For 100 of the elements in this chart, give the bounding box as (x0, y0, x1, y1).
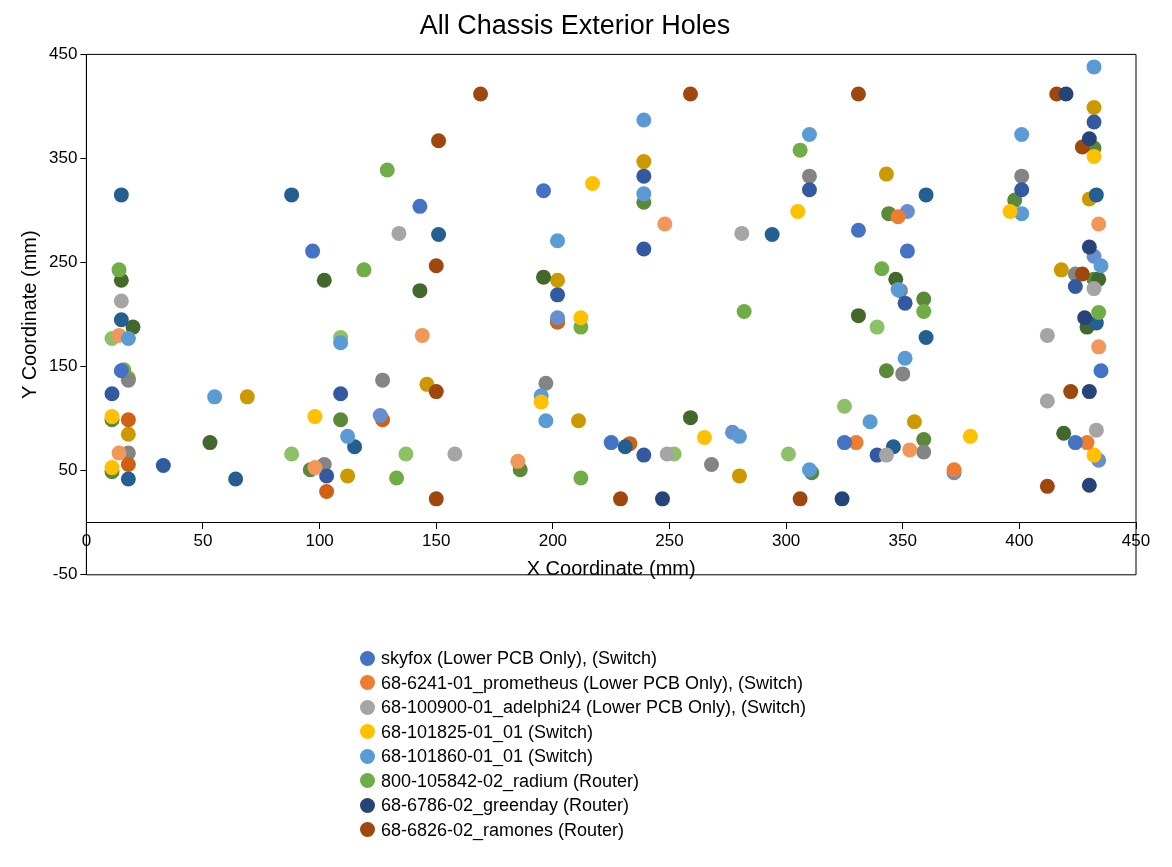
x-tick-label: 400 (1005, 530, 1034, 550)
y-axis-title: Y Coordinate (mm) (17, 230, 40, 399)
point (1086, 99, 1102, 115)
point (372, 408, 388, 424)
point (862, 414, 878, 430)
point (319, 484, 335, 500)
point (316, 272, 332, 288)
point (731, 428, 747, 444)
point (333, 335, 349, 351)
point (613, 491, 629, 507)
point (703, 456, 719, 472)
point (412, 198, 428, 214)
x-tick-label: 250 (655, 530, 684, 550)
point (333, 386, 349, 402)
point (120, 456, 136, 472)
x-tick-label: 200 (538, 530, 568, 550)
point (764, 226, 780, 242)
point (536, 183, 552, 199)
point (850, 222, 866, 238)
y-tick-label: 250 (48, 252, 78, 272)
x-tick-label: 450 (1121, 530, 1151, 550)
point (636, 168, 652, 184)
point (356, 262, 372, 278)
x-axis-title: X Coordinate (mm) (526, 556, 696, 579)
point (1067, 279, 1083, 294)
point (573, 470, 589, 486)
y-tick-label: -50 (52, 564, 78, 584)
point (696, 429, 712, 445)
point (1093, 258, 1109, 274)
point (1014, 127, 1030, 143)
legend-label: 68-101825-01_01 (Switch) (380, 720, 594, 744)
point (428, 384, 444, 400)
point (428, 258, 444, 274)
point (379, 162, 395, 178)
point (878, 363, 894, 379)
point (412, 283, 428, 299)
point (850, 86, 866, 102)
point (333, 412, 349, 428)
point (550, 287, 566, 303)
point (636, 241, 652, 257)
point (155, 458, 171, 474)
legend-label: 68-6786-02_greenday (Router) (380, 794, 630, 818)
point (1086, 447, 1102, 463)
point (284, 187, 300, 203)
point (916, 444, 932, 460)
point (1093, 363, 1109, 379)
point (906, 414, 922, 430)
point (120, 471, 136, 487)
point (340, 468, 356, 484)
legend-label: skyfox (Lower PCB Only), (Switch) (380, 647, 657, 670)
chart-title: All Chassis Exterior Holes (419, 9, 731, 40)
point (550, 310, 566, 326)
point (389, 470, 405, 486)
x-tick-label: 350 (888, 530, 917, 550)
point (834, 491, 850, 507)
point (414, 327, 430, 343)
point (1067, 435, 1083, 451)
point (1081, 131, 1097, 147)
point (801, 168, 817, 184)
point (228, 471, 244, 487)
point (731, 468, 747, 484)
point (836, 435, 852, 451)
point (120, 331, 136, 347)
point (1081, 477, 1097, 493)
point (801, 127, 817, 143)
point (1063, 384, 1079, 400)
point (104, 386, 120, 402)
point (431, 133, 447, 149)
point (347, 439, 363, 455)
point (916, 432, 932, 447)
point (850, 308, 866, 324)
point (636, 154, 652, 170)
legend-label: 68-6826-02_ramones (Router) (380, 818, 625, 842)
point (617, 439, 633, 455)
point (120, 426, 136, 442)
point (120, 412, 136, 428)
point (897, 350, 913, 366)
point (890, 209, 906, 225)
y-tick-label: 150 (48, 356, 78, 376)
point (1086, 59, 1102, 75)
point (790, 204, 806, 220)
point (897, 295, 913, 311)
point (1091, 216, 1107, 232)
y-tick-label: 450 (48, 44, 78, 64)
y-tick-label: 350 (48, 148, 78, 168)
x-tick-label: 300 (771, 530, 801, 550)
point (603, 435, 619, 451)
point (113, 293, 129, 309)
legend-label: 68-100900-01_adelphi24 (Lower PCB Only), (Switch) (380, 696, 807, 720)
point (792, 491, 808, 507)
point (1014, 182, 1030, 198)
point (1039, 478, 1055, 494)
point (736, 303, 752, 319)
point (375, 372, 391, 388)
point (398, 446, 414, 462)
point (340, 428, 356, 444)
point (585, 175, 601, 191)
point (510, 453, 526, 469)
point (1053, 262, 1069, 278)
point (801, 182, 817, 198)
